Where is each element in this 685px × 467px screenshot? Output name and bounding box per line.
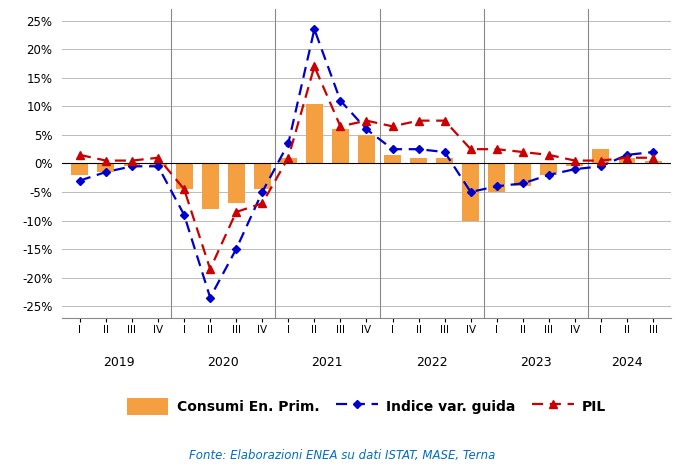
Legend: Consumi En. Prim., Indice var. guida, PIL: Consumi En. Prim., Indice var. guida, PI… (121, 392, 612, 420)
Bar (97, 163, 114, 172)
Bar (619, 158, 636, 163)
Bar (332, 129, 349, 163)
Text: 2022: 2022 (416, 356, 447, 369)
Bar (488, 163, 506, 192)
Bar (306, 104, 323, 163)
Text: 2020: 2020 (208, 356, 239, 369)
Text: 2023: 2023 (520, 356, 551, 369)
Bar (540, 163, 558, 175)
Bar (514, 163, 532, 186)
Bar (227, 163, 245, 204)
Bar (254, 163, 271, 189)
Bar (593, 149, 610, 163)
Text: 2021: 2021 (312, 356, 343, 369)
Bar (280, 158, 297, 163)
Bar (410, 158, 427, 163)
Bar (149, 163, 166, 166)
Bar (123, 163, 140, 166)
Bar (175, 163, 192, 189)
Bar (462, 163, 479, 220)
Bar (436, 158, 453, 163)
Bar (71, 163, 88, 175)
Bar (201, 163, 219, 209)
Bar (645, 161, 662, 163)
Text: 2024: 2024 (611, 356, 643, 369)
Text: 2019: 2019 (103, 356, 135, 369)
Bar (358, 135, 375, 163)
Bar (384, 155, 401, 163)
Text: Fonte: Elaborazioni ENEA su dati ISTAT, MASE, Terna: Fonte: Elaborazioni ENEA su dati ISTAT, … (189, 449, 496, 462)
Bar (566, 163, 584, 166)
